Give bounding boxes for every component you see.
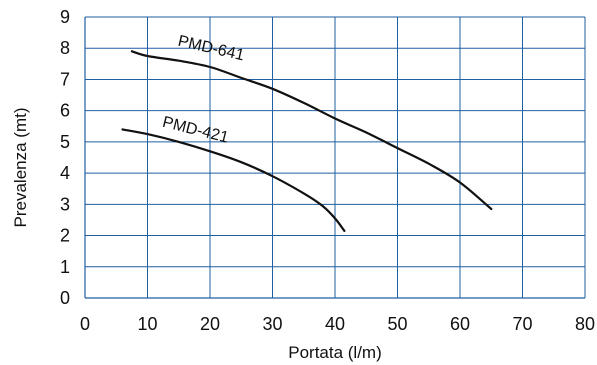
- y-tick-label: 1: [60, 257, 70, 277]
- series-label-pmd-641: PMD-641: [176, 33, 246, 65]
- y-tick-label: 0: [60, 288, 70, 308]
- x-tick-label: 50: [387, 314, 407, 334]
- y-tick-label: 4: [60, 163, 70, 183]
- x-tick-labels: 0 10 20 30 40 50 60 70 80: [80, 314, 595, 334]
- y-tick-label: 7: [60, 69, 70, 89]
- series-line-pmd-421: [121, 128, 346, 232]
- axes: [84, 17, 585, 299]
- y-axis-title: Prevalenza (mt): [11, 108, 30, 228]
- y-tick-label: 2: [60, 226, 70, 246]
- series-line-pmd-641: [130, 50, 493, 211]
- y-tick-label: 3: [60, 194, 70, 214]
- x-tick-label: 70: [512, 314, 532, 334]
- x-tick-label: 10: [137, 314, 157, 334]
- x-tick-label: 0: [80, 314, 90, 334]
- y-tick-label: 8: [60, 38, 70, 58]
- series-group: [121, 50, 493, 232]
- x-tick-label: 30: [262, 314, 282, 334]
- x-axis-title: Portata (l/m): [288, 343, 382, 362]
- x-tick-label: 80: [575, 314, 595, 334]
- y-tick-label: 9: [60, 7, 70, 27]
- y-tick-label: 6: [60, 101, 70, 121]
- x-tick-label: 60: [450, 314, 470, 334]
- x-tick-label: 20: [200, 314, 220, 334]
- y-tick-label: 5: [60, 132, 70, 152]
- x-tick-label: 40: [325, 314, 345, 334]
- grid: [85, 16, 586, 298]
- y-tick-labels: 0 1 2 3 4 5 6 7 8 9: [60, 7, 70, 308]
